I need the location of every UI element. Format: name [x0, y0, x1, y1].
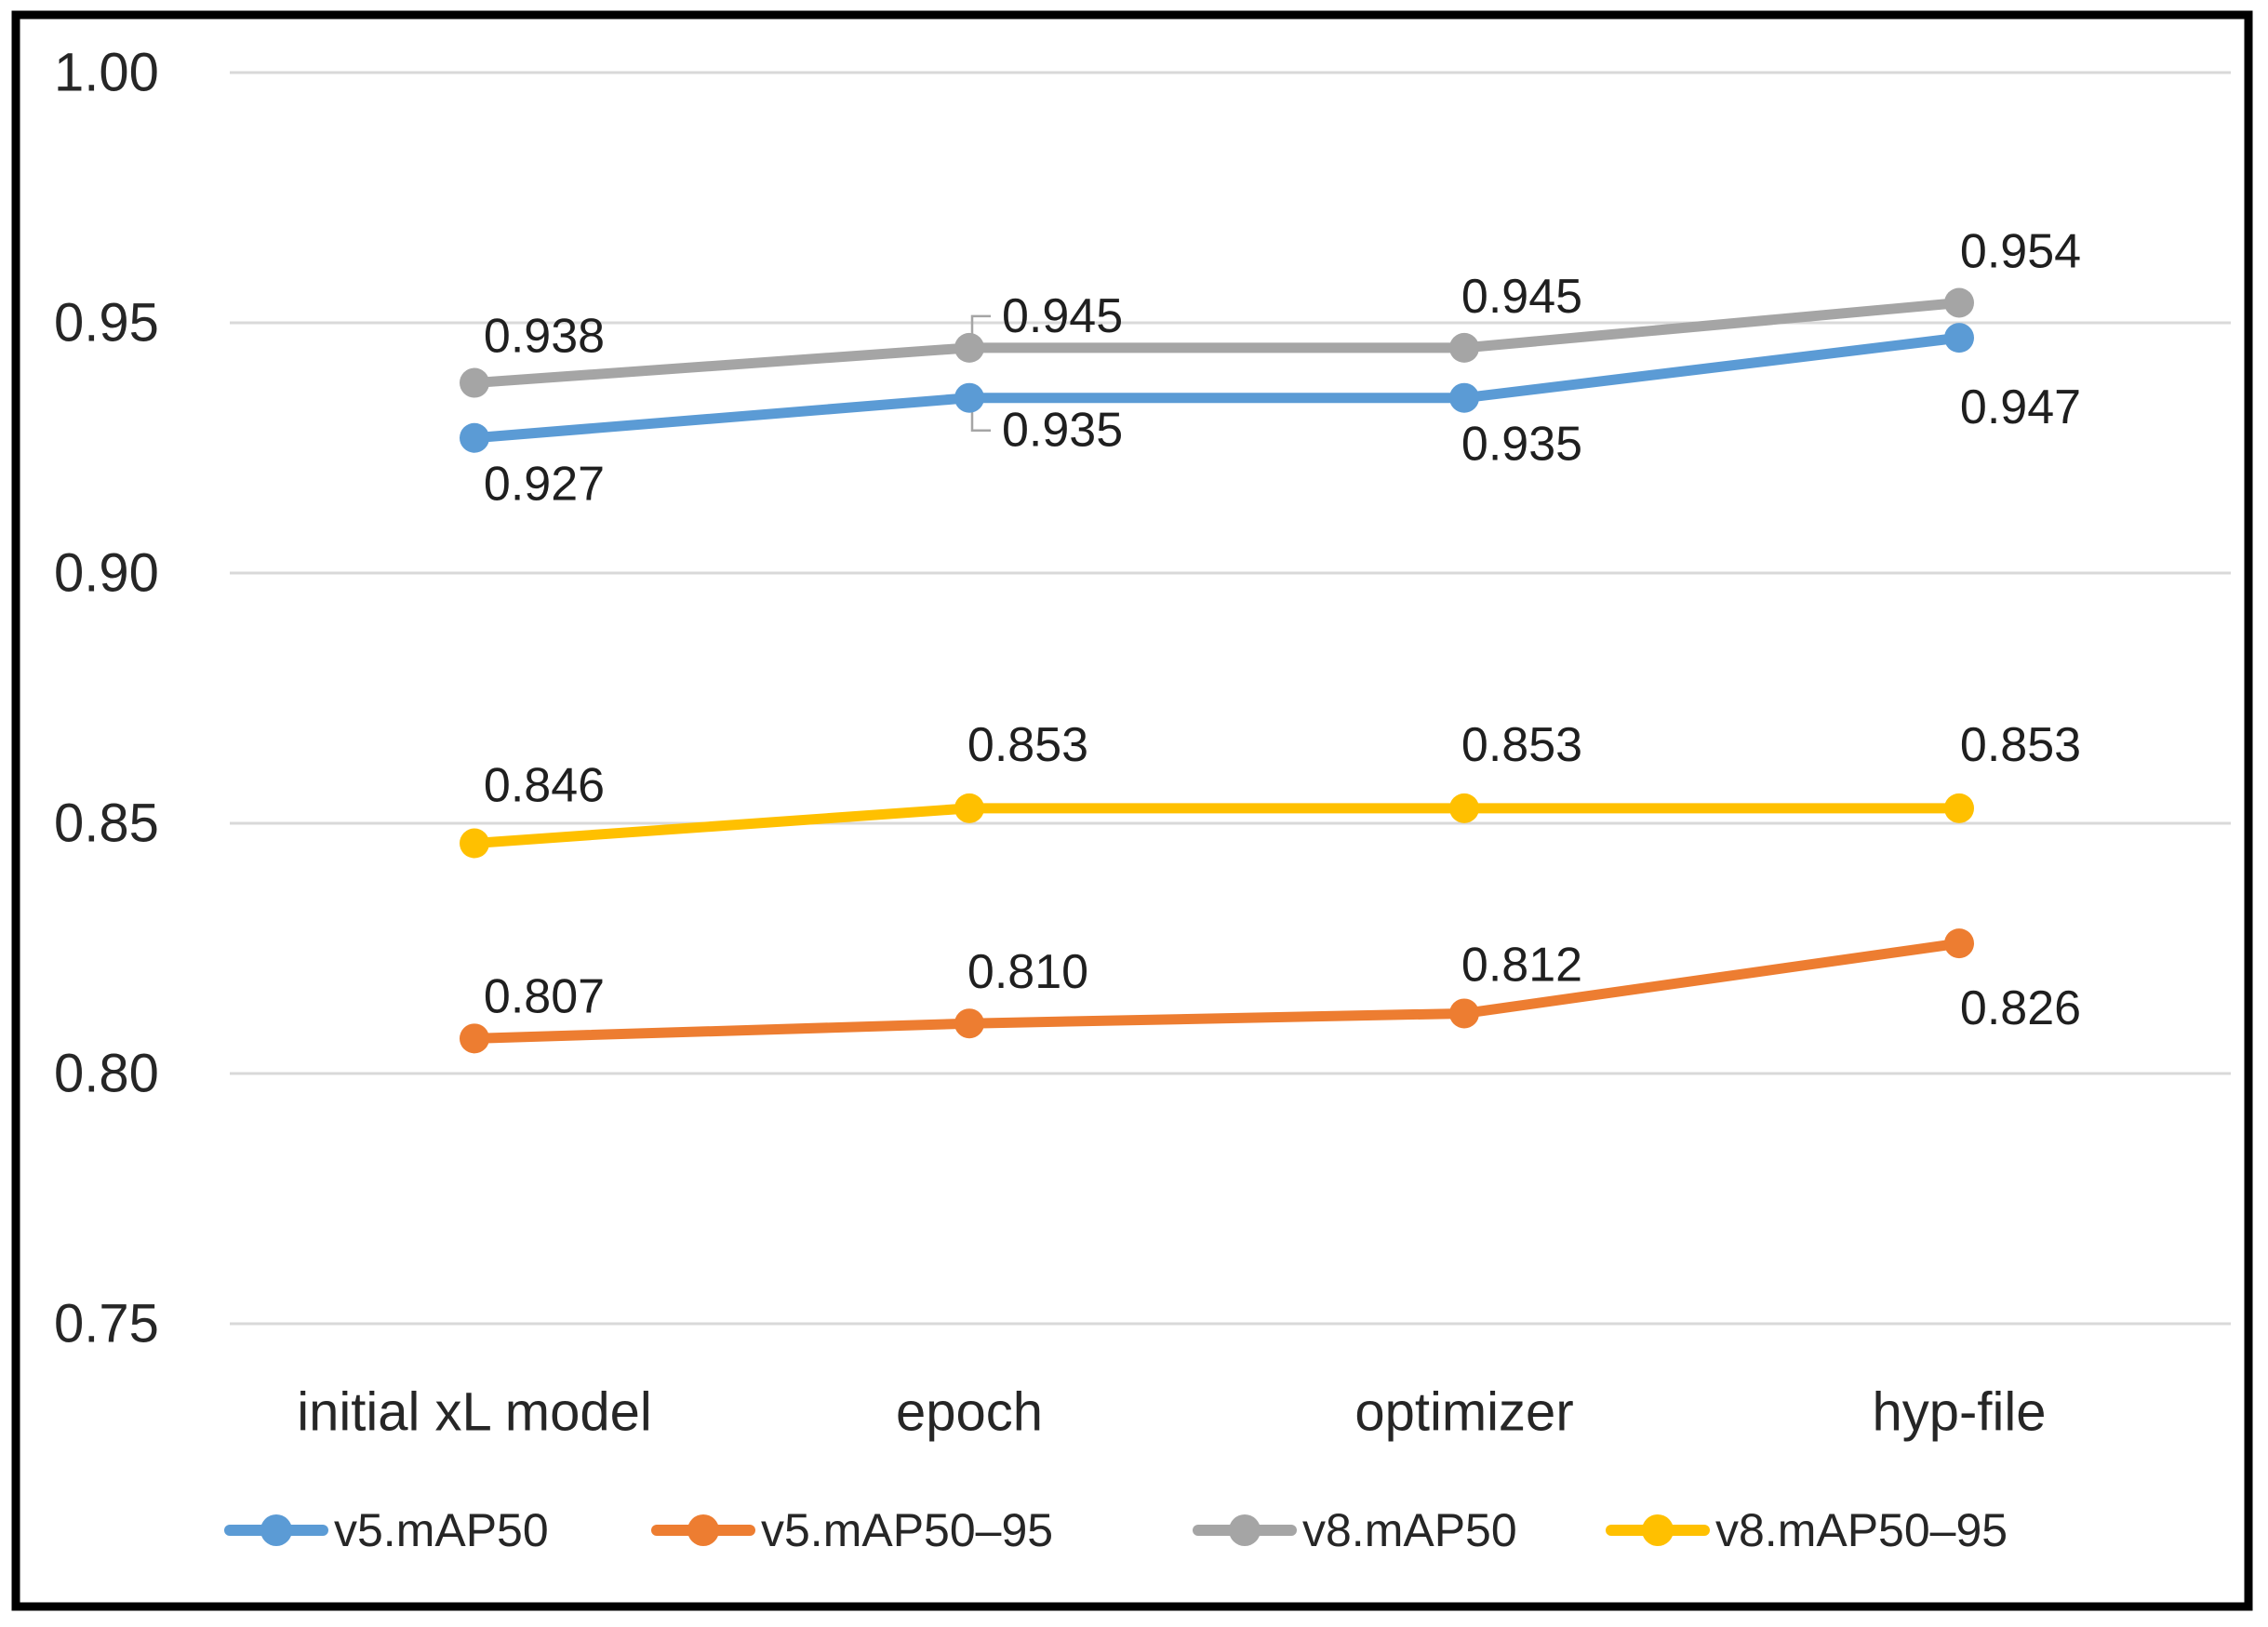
- data-label-leader-line: [970, 408, 991, 432]
- y-axis-tick-label: 0.80: [54, 1044, 159, 1104]
- y-axis-tick-label: 0.75: [54, 1294, 159, 1354]
- legend-item-v8.mAP50–95: v8.mAP50–95: [1606, 1504, 2008, 1556]
- legend-item-v8.mAP50: v8.mAP50: [1193, 1504, 1517, 1556]
- data-label: 0.945: [1461, 270, 1582, 324]
- series-line-v8.mAP50–95: [469, 803, 1965, 849]
- y-axis-tick-labels: 1.00 0.95 0.90 0.85 0.80 0.75: [54, 43, 159, 1354]
- y-axis-tick-label: 1.00: [54, 43, 159, 103]
- data-point-v5.mAP50–95: [1449, 998, 1479, 1029]
- data-point-v5.mAP50–95: [1944, 928, 1974, 959]
- data-point-v8.mAP50–95: [460, 828, 489, 859]
- data-label: 0.810: [967, 945, 1088, 999]
- y-axis-tick-label: 0.85: [54, 793, 159, 854]
- series-line-v8.mAP50: [469, 297, 1965, 389]
- data-label: 0.927: [484, 458, 605, 512]
- data-point-v5.mAP50: [1944, 323, 1974, 353]
- data-point-v5.mAP50: [460, 422, 489, 453]
- legend-label: v8.mAP50–95: [1715, 1504, 2008, 1556]
- data-label-leader-line: [970, 314, 991, 337]
- data-point-v8.mAP50–95: [1449, 793, 1479, 823]
- data-point-v5.mAP50–95: [460, 1023, 489, 1054]
- data-point-v8.mAP50–95: [954, 793, 984, 823]
- series-lines: [469, 297, 1965, 1044]
- series-line-v5.mAP50–95: [469, 938, 1965, 1044]
- data-label: 0.846: [484, 759, 605, 813]
- legend-item-v5.mAP50–95: v5.mAP50–95: [651, 1504, 1053, 1556]
- legend-marker-dot: [687, 1514, 719, 1546]
- data-label: 0.947: [1960, 380, 2081, 434]
- x-axis-category-label: hyp-file: [1873, 1382, 2047, 1443]
- data-point-v8.mAP50–95: [1944, 793, 1974, 823]
- data-label: 0.938: [484, 310, 605, 364]
- x-axis-category-labels: initial xL model epoch optimizer hyp-file: [297, 1382, 2046, 1443]
- data-label: 0.945: [1002, 289, 1123, 343]
- chart-border: [11, 10, 2253, 1611]
- data-point-markers: [460, 287, 1974, 1054]
- legend-marker-dot: [1229, 1514, 1261, 1546]
- data-point-v8.mAP50: [1944, 287, 1974, 318]
- data-point-v5.mAP50: [954, 382, 984, 413]
- legend-label: v5.mAP50: [334, 1504, 549, 1556]
- data-point-v8.mAP50: [1449, 332, 1479, 363]
- x-axis-category-label: epoch: [896, 1382, 1043, 1443]
- data-point-v8.mAP50: [954, 332, 984, 363]
- data-label: 0.954: [1960, 224, 2081, 278]
- data-label: 0.935: [1002, 404, 1123, 458]
- data-label: 0.812: [1461, 938, 1582, 992]
- data-point-v8.mAP50: [460, 367, 489, 398]
- data-labels: 0.927 0.935 0.935 0.947 0.807 0.810 0.812 0.826…: [484, 224, 2081, 1035]
- data-label: 0.807: [484, 969, 605, 1023]
- data-point-v5.mAP50: [1449, 382, 1479, 413]
- legend-marker-dot: [260, 1514, 292, 1546]
- y-axis-tick-label: 0.90: [54, 543, 159, 604]
- data-label: 0.826: [1960, 981, 2081, 1035]
- y-axis-tick-label: 0.95: [54, 293, 159, 353]
- gridlines: [230, 71, 2231, 1326]
- legend-label: v8.mAP50: [1302, 1504, 1517, 1556]
- data-label: 0.935: [1461, 418, 1582, 472]
- x-axis-category-label: initial xL model: [297, 1382, 651, 1443]
- series-line-v5.mAP50: [469, 332, 1965, 444]
- data-label: 0.853: [1461, 718, 1582, 772]
- legend: v5.mAP50 v5.mAP50–95 v8.mAP50 v8.mAP50–95: [224, 1504, 2008, 1556]
- leader-lines: [970, 314, 991, 432]
- legend-item-v5.mAP50: v5.mAP50: [224, 1504, 549, 1556]
- data-label: 0.853: [1960, 718, 2081, 772]
- data-label: 0.853: [967, 718, 1088, 772]
- legend-marker-dot: [1642, 1514, 1674, 1546]
- data-point-v5.mAP50–95: [954, 1008, 984, 1039]
- legend-label: v5.mAP50–95: [761, 1504, 1053, 1556]
- x-axis-category-label: optimizer: [1354, 1382, 1573, 1443]
